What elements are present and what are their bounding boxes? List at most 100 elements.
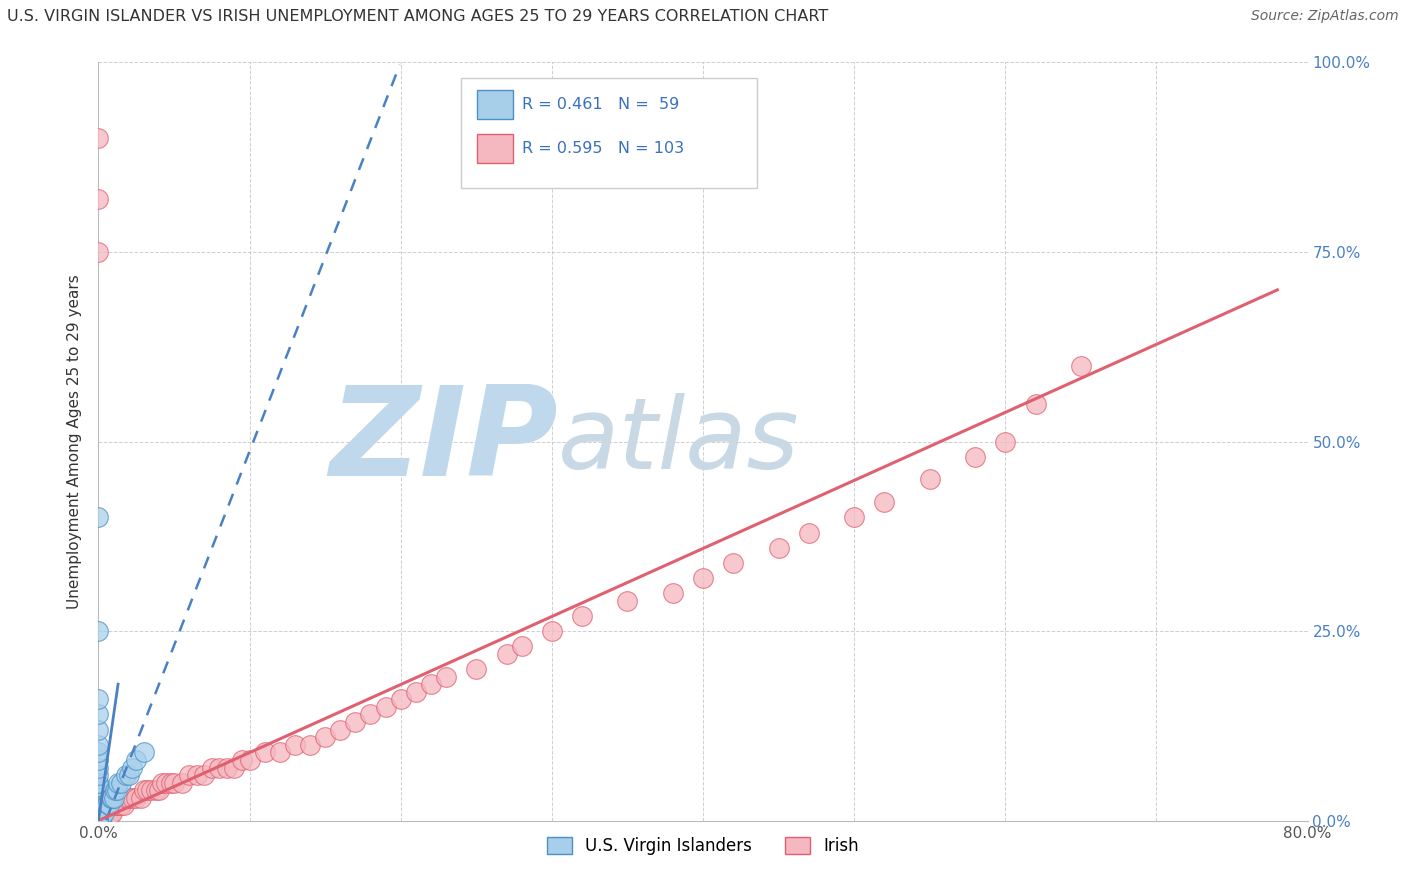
Point xyxy=(253,746,276,760)
Point xyxy=(87,814,110,828)
Point xyxy=(87,738,110,752)
Text: U.S. VIRGIN ISLANDER VS IRISH UNEMPLOYMENT AMONG AGES 25 TO 29 YEARS CORRELATION: U.S. VIRGIN ISLANDER VS IRISH UNEMPLOYME… xyxy=(7,9,828,24)
Point xyxy=(87,783,110,797)
Point xyxy=(434,669,457,683)
Point xyxy=(87,814,110,828)
Y-axis label: Unemployment Among Ages 25 to 29 years: Unemployment Among Ages 25 to 29 years xyxy=(67,274,83,609)
Point xyxy=(844,510,866,524)
Point xyxy=(87,814,110,828)
Point xyxy=(87,814,110,828)
Point xyxy=(98,798,121,813)
Point xyxy=(405,685,427,699)
Point xyxy=(94,814,117,828)
Point xyxy=(540,624,562,639)
Point xyxy=(87,814,110,828)
Point xyxy=(89,814,111,828)
Point xyxy=(87,814,110,828)
Point xyxy=(215,760,238,774)
Point xyxy=(87,806,110,821)
Point xyxy=(299,738,322,752)
Point xyxy=(89,806,111,821)
Point xyxy=(87,624,110,639)
Point xyxy=(91,806,114,821)
Point xyxy=(87,760,110,774)
Point xyxy=(160,776,183,790)
Point xyxy=(797,525,820,540)
Point xyxy=(155,776,177,790)
Point xyxy=(224,760,246,774)
Point xyxy=(103,791,125,805)
Point xyxy=(101,806,124,821)
Point xyxy=(87,510,110,524)
Point xyxy=(193,768,215,782)
Legend: U.S. Virgin Islanders, Irish: U.S. Virgin Islanders, Irish xyxy=(540,830,866,862)
Point xyxy=(89,814,111,828)
Point xyxy=(105,783,128,797)
FancyBboxPatch shape xyxy=(461,78,758,187)
Point xyxy=(103,798,125,813)
Point xyxy=(87,814,110,828)
Point xyxy=(114,768,136,782)
Point xyxy=(495,647,517,661)
Point xyxy=(87,798,110,813)
Point xyxy=(873,495,896,509)
Point xyxy=(91,798,114,813)
Point xyxy=(87,806,110,821)
Point xyxy=(94,798,117,813)
Point xyxy=(87,814,110,828)
Point xyxy=(118,768,141,782)
Point xyxy=(918,473,941,487)
Point xyxy=(87,753,110,767)
Point xyxy=(723,556,745,570)
Point xyxy=(87,814,110,828)
Point xyxy=(87,768,110,782)
Point xyxy=(571,608,593,623)
Point xyxy=(87,814,110,828)
FancyBboxPatch shape xyxy=(477,135,513,163)
Point xyxy=(87,798,110,813)
Point xyxy=(87,692,110,706)
Point xyxy=(87,776,110,790)
Point xyxy=(107,776,129,790)
Point xyxy=(692,571,714,585)
Point xyxy=(1024,396,1046,410)
Point xyxy=(91,814,114,828)
Point xyxy=(100,791,122,805)
Point xyxy=(994,434,1017,449)
Point xyxy=(108,798,131,813)
Point xyxy=(110,798,132,813)
Point xyxy=(87,814,110,828)
Point xyxy=(98,806,121,821)
Point xyxy=(87,814,110,828)
Point xyxy=(87,791,110,805)
Point xyxy=(87,131,110,145)
Point xyxy=(163,776,186,790)
Point xyxy=(87,814,110,828)
Point xyxy=(87,814,110,828)
Point xyxy=(96,798,118,813)
Point xyxy=(87,814,110,828)
Point xyxy=(87,814,110,828)
Point xyxy=(616,594,638,608)
Point xyxy=(87,806,110,821)
FancyBboxPatch shape xyxy=(477,90,513,120)
Point xyxy=(186,768,208,782)
Point xyxy=(87,814,110,828)
Point xyxy=(284,738,307,752)
Point xyxy=(118,791,141,805)
Point xyxy=(768,541,790,555)
Point xyxy=(314,730,336,744)
Point xyxy=(179,768,201,782)
Point xyxy=(87,814,110,828)
Point xyxy=(87,723,110,737)
Point xyxy=(112,798,135,813)
Point xyxy=(87,798,110,813)
Point xyxy=(1070,359,1092,373)
Point xyxy=(148,783,170,797)
Text: R = 0.595   N = 103: R = 0.595 N = 103 xyxy=(522,141,683,155)
Point xyxy=(87,244,110,259)
Point xyxy=(510,639,533,653)
Point xyxy=(360,707,382,722)
Point xyxy=(87,814,110,828)
Point xyxy=(96,806,118,821)
